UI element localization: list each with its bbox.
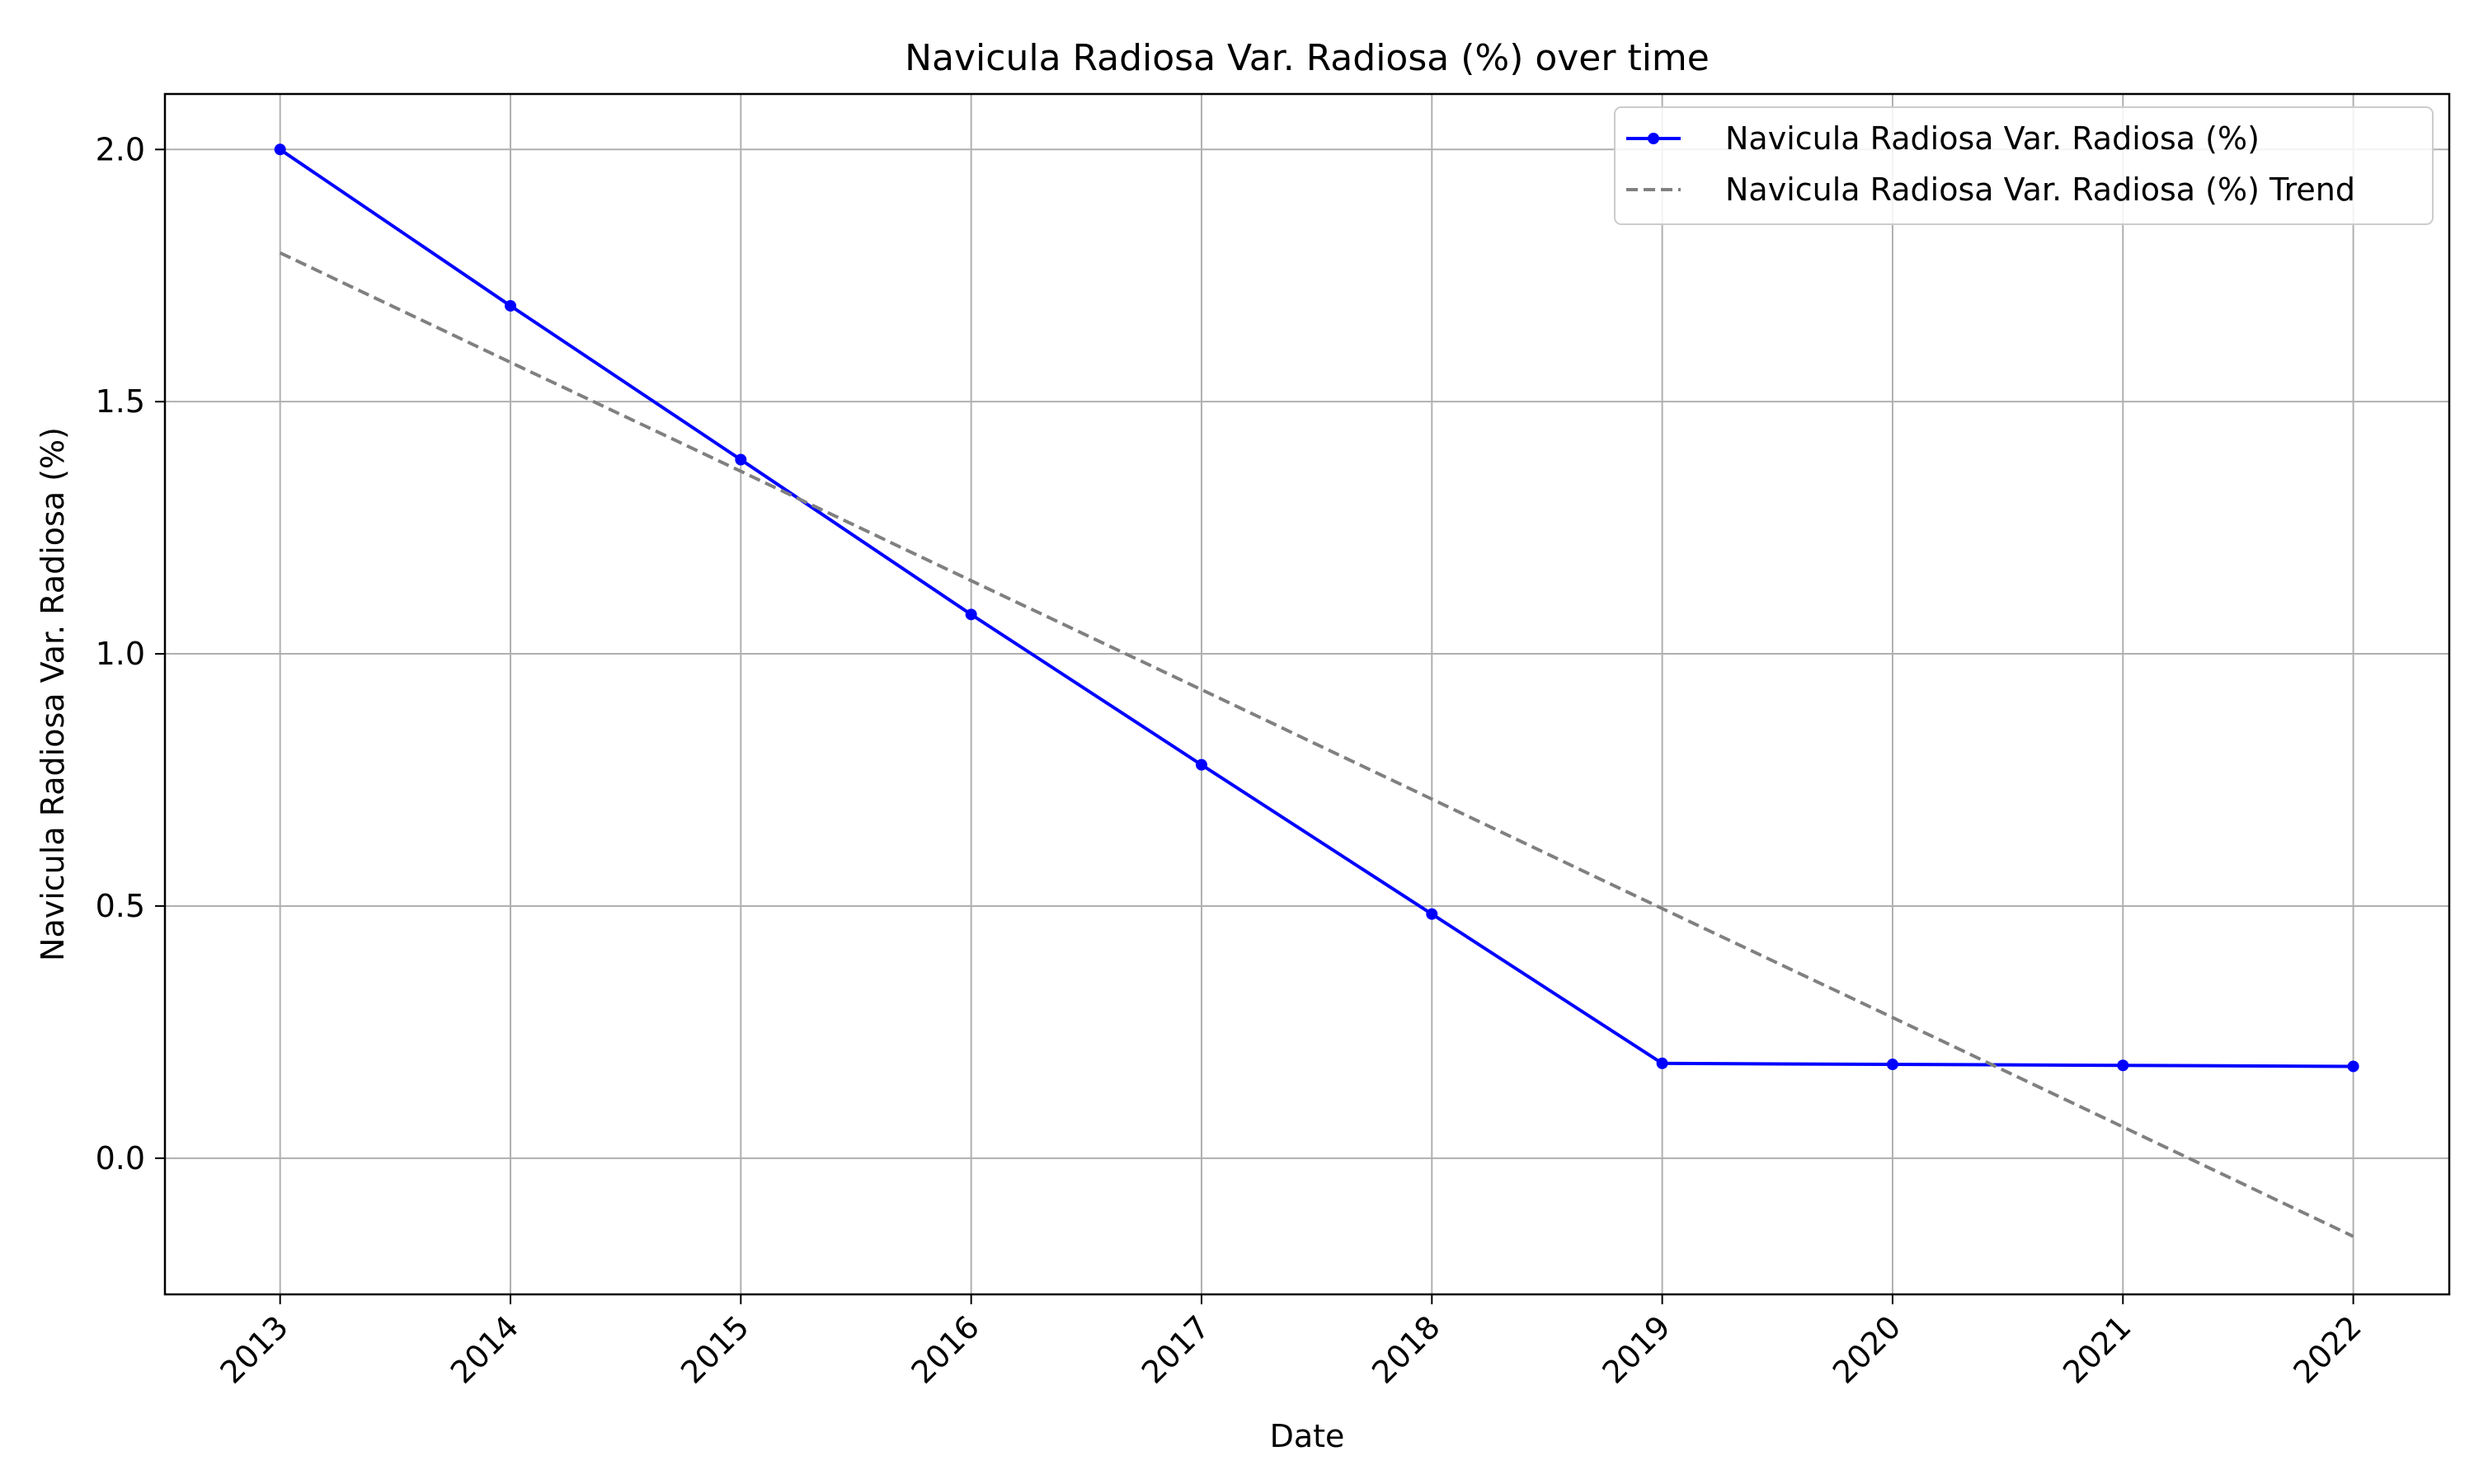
data-point xyxy=(2347,1060,2359,1073)
y-tick-label: 0.5 xyxy=(96,888,145,924)
data-point xyxy=(1656,1057,1668,1069)
plot-frame xyxy=(163,92,2451,1296)
legend-marker-series-1 xyxy=(1648,133,1659,144)
series-layer xyxy=(274,143,2359,1238)
y-tick-label: 0.0 xyxy=(96,1140,145,1176)
data-point xyxy=(504,299,516,312)
data-point xyxy=(735,453,747,466)
data-point xyxy=(965,608,977,621)
grid-lines xyxy=(165,94,2449,1294)
y-tick-label: 1.5 xyxy=(96,383,145,420)
data-point xyxy=(274,143,286,156)
legend: Navicula Radiosa Var. Radiosa (%) Navicu… xyxy=(1614,106,2434,225)
chart-title: Navicula Radiosa Var. Radiosa (%) over t… xyxy=(905,37,1710,79)
data-point xyxy=(2117,1059,2129,1072)
y-axis-label: Navicula Radiosa Var. Radiosa (%) xyxy=(35,427,71,961)
y-tick-label: 2.0 xyxy=(96,131,145,167)
y-tick-label: 1.0 xyxy=(96,636,145,672)
series-line-2 xyxy=(279,251,2354,1238)
data-point xyxy=(1195,758,1207,771)
legend-label-series-2: Navicula Radiosa Var. Radiosa (%) Trend xyxy=(1725,171,2355,208)
data-point xyxy=(1426,908,1438,920)
data-point xyxy=(1886,1059,1898,1071)
series-line-1 xyxy=(279,148,2354,1068)
x-axis-label: Date xyxy=(1270,1418,1345,1454)
legend-label-series-1: Navicula Radiosa Var. Radiosa (%) xyxy=(1725,120,2260,157)
legend-box xyxy=(1614,106,2434,225)
